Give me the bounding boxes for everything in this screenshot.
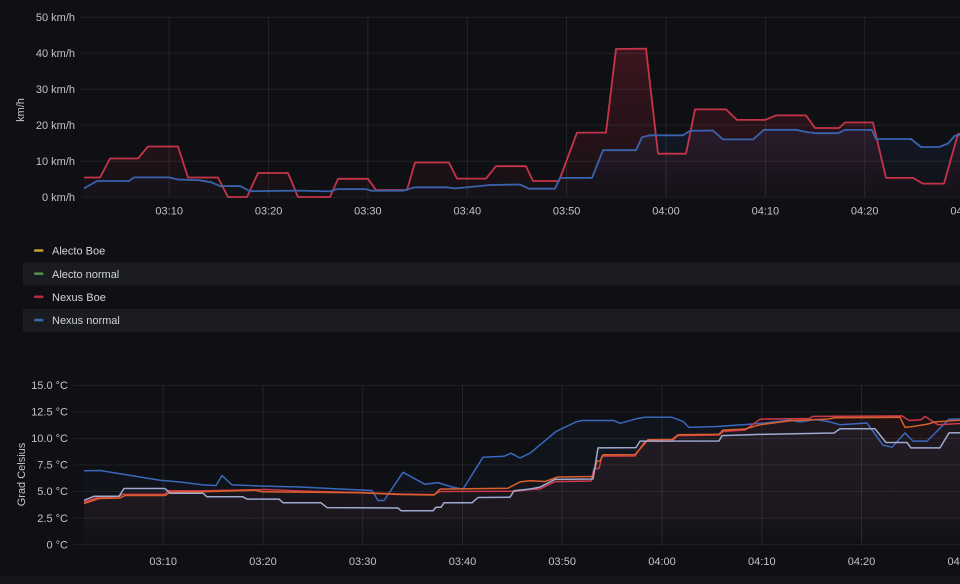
svg-text:10 km/h: 10 km/h xyxy=(36,156,75,168)
svg-text:km/h: km/h xyxy=(15,98,27,122)
svg-text:03:10: 03:10 xyxy=(149,556,177,568)
svg-text:03:40: 03:40 xyxy=(449,556,477,568)
svg-text:5.0 °C: 5.0 °C xyxy=(37,486,68,498)
svg-text:40 km/h: 40 km/h xyxy=(36,48,75,60)
svg-text:12.5 °C: 12.5 °C xyxy=(31,407,68,419)
svg-text:03:50: 03:50 xyxy=(548,556,576,568)
svg-text:03:20: 03:20 xyxy=(255,206,283,218)
svg-text:10.0 °C: 10.0 °C xyxy=(31,433,68,445)
svg-text:7.5 °C: 7.5 °C xyxy=(37,460,68,472)
svg-text:Grad Celsius: Grad Celsius xyxy=(16,442,28,506)
svg-text:Nexus Boe: Nexus Boe xyxy=(52,292,106,304)
svg-text:03:10: 03:10 xyxy=(155,206,183,218)
svg-text:Nexus normal: Nexus normal xyxy=(52,315,120,327)
svg-text:03:30: 03:30 xyxy=(349,556,377,568)
svg-text:03:30: 03:30 xyxy=(354,206,382,218)
svg-text:20 km/h: 20 km/h xyxy=(36,120,75,132)
svg-text:0 km/h: 0 km/h xyxy=(42,192,75,204)
svg-text:04:20: 04:20 xyxy=(851,206,879,218)
svg-text:50 km/h: 50 km/h xyxy=(36,12,75,24)
svg-text:03:40: 03:40 xyxy=(454,206,482,218)
svg-text:15.0 °C: 15.0 °C xyxy=(31,380,68,392)
svg-text:03:20: 03:20 xyxy=(249,556,277,568)
svg-text:04:10: 04:10 xyxy=(752,206,780,218)
svg-text:Alecto normal: Alecto normal xyxy=(52,269,119,281)
svg-text:0 °C: 0 °C xyxy=(46,539,68,551)
svg-text:04:10: 04:10 xyxy=(748,556,776,568)
svg-text:30 km/h: 30 km/h xyxy=(36,84,75,96)
svg-text:04:30: 04:30 xyxy=(948,556,960,568)
svg-text:04:20: 04:20 xyxy=(848,556,876,568)
svg-text:04:30: 04:30 xyxy=(950,206,960,218)
svg-text:04:00: 04:00 xyxy=(652,206,680,218)
svg-text:04:00: 04:00 xyxy=(648,556,676,568)
svg-text:Alecto Boe: Alecto Boe xyxy=(52,246,105,258)
svg-text:03:50: 03:50 xyxy=(553,206,581,218)
svg-text:2.5 °C: 2.5 °C xyxy=(37,513,68,525)
